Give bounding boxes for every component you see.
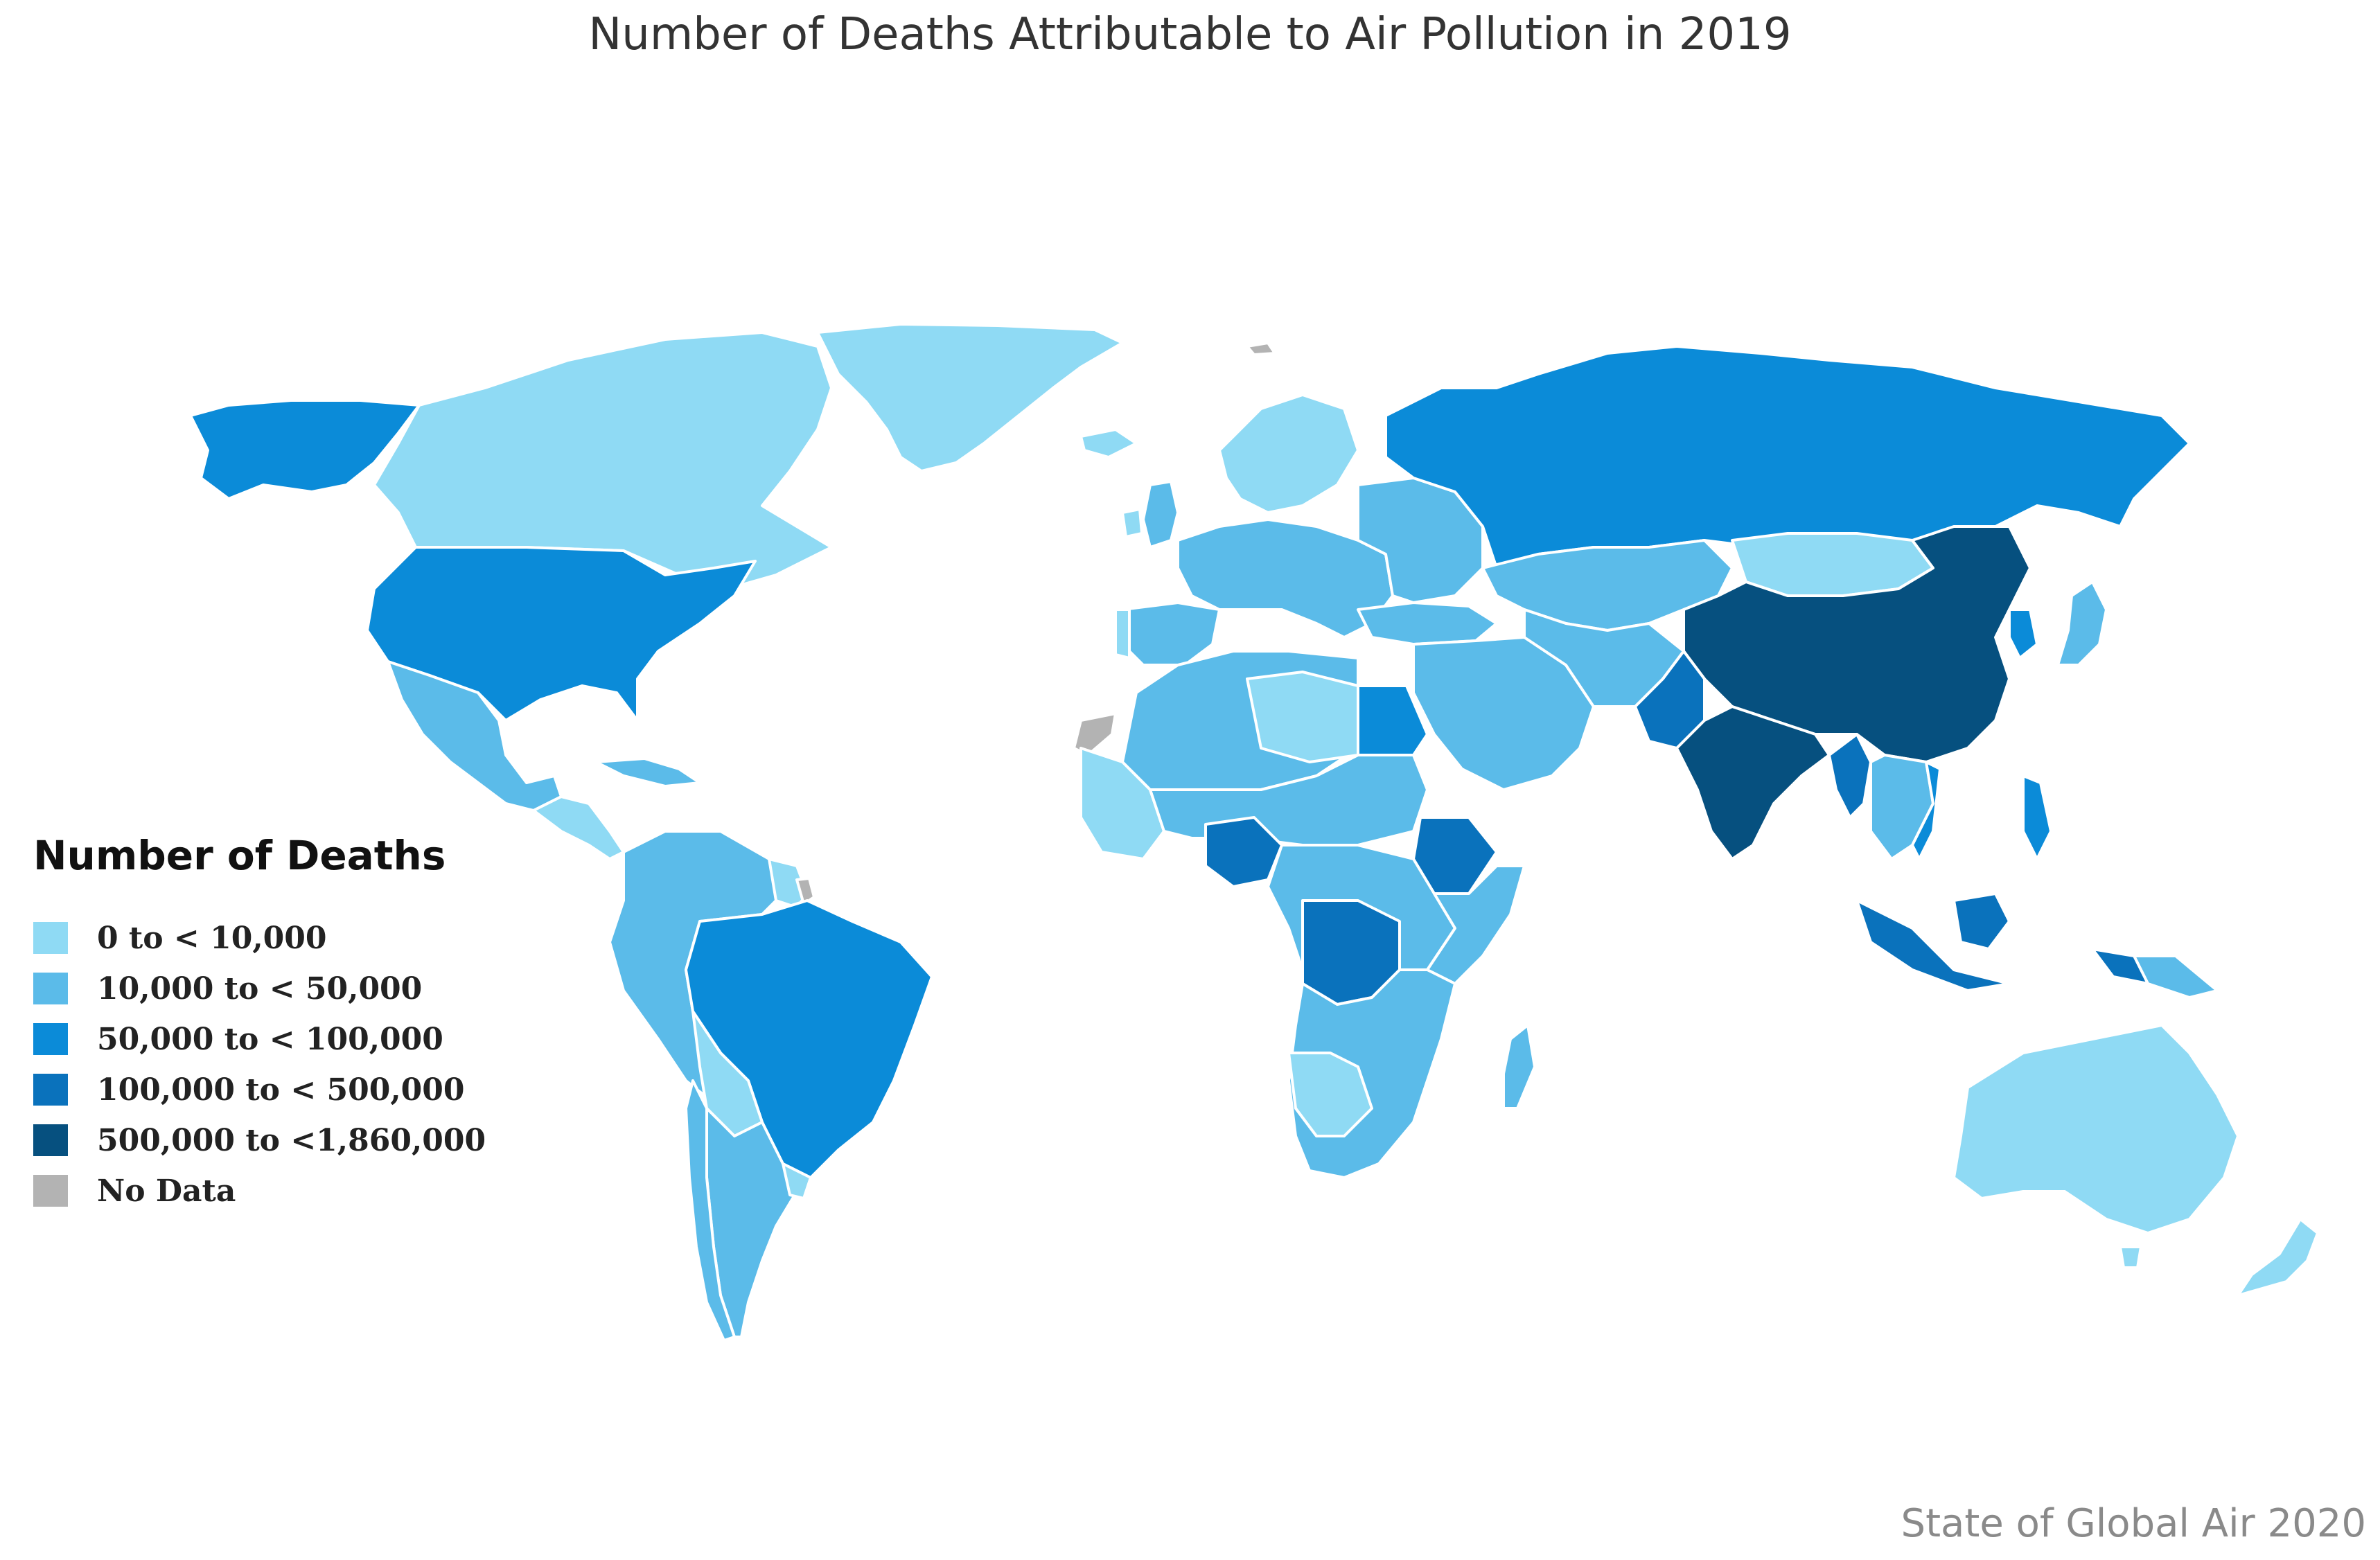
region-scandinavia: [1218, 393, 1359, 514]
legend-label: 500,000 to <1,860,000: [97, 1123, 486, 1158]
region-canada: [373, 331, 833, 590]
region-western-sahara: [1073, 712, 1117, 756]
region-western-europe: [1176, 518, 1394, 639]
region-vietnam: [1911, 761, 1941, 860]
legend-label: 100,000 to < 500,000: [97, 1072, 465, 1108]
region-nigeria: [1204, 816, 1283, 888]
region-australia: [1953, 1024, 2239, 1234]
legend-title: Number of Deaths: [33, 832, 446, 879]
legend-item: 0 to < 10,000: [33, 918, 560, 959]
legend-item: 50,000 to < 100,000: [33, 1019, 560, 1061]
region-ireland: [1121, 508, 1143, 538]
region-madagascar: [1502, 1024, 1536, 1110]
legend-item: No Data: [33, 1171, 560, 1212]
legend-swatch: [33, 973, 68, 1004]
region-portugal: [1114, 608, 1131, 659]
legend-swatch: [33, 1023, 68, 1055]
region-egypt: [1357, 684, 1429, 756]
source-credit: State of Global Air 2020: [1901, 1501, 2366, 1546]
map-legend: Number of Deaths 0 to < 10,000 10,000 to…: [33, 828, 560, 1243]
legend-label: No Data: [97, 1173, 236, 1209]
region-alaska: [189, 399, 421, 500]
region-east-africa: [1426, 865, 1526, 985]
region-no-data-svalbard: [1246, 342, 1276, 356]
region-caribbean: [594, 757, 701, 788]
legend-label: 10,000 to < 50,000: [97, 971, 423, 1007]
region-iceland: [1079, 428, 1138, 459]
legend-item: 500,000 to <1,860,000: [33, 1120, 560, 1162]
region-greenland: [816, 323, 1124, 472]
region-new-zealand: [2237, 1218, 2319, 1297]
region-indonesia: [1855, 899, 2011, 992]
region-tasmania: [2119, 1246, 2142, 1269]
region-uruguay: [782, 1162, 812, 1200]
region-japan: [2056, 580, 2108, 666]
region-uk: [1142, 480, 1179, 549]
legend-swatch: [33, 1175, 68, 1207]
legend-label: 0 to < 10,000: [97, 921, 327, 956]
legend-item: 100,000 to < 500,000: [33, 1070, 560, 1111]
region-pakistan: [1634, 650, 1706, 750]
region-chile: [685, 1079, 736, 1342]
region-borneo: [1953, 892, 2011, 950]
region-namibia-botswana: [1287, 1052, 1373, 1137]
region-india: [1675, 705, 1831, 860]
map-title: Number of Deaths Attributable to Air Pol…: [588, 9, 1792, 60]
legend-swatch: [33, 1124, 68, 1156]
region-myanmar: [1828, 733, 1872, 819]
region-west-africa: [1079, 747, 1165, 860]
region-philippines: [2022, 774, 2052, 860]
region-turkey: [1357, 601, 1498, 646]
legend-swatch: [33, 922, 68, 954]
region-west-papua: [2091, 948, 2149, 985]
legend-swatch: [33, 1074, 68, 1106]
region-libya: [1246, 671, 1359, 763]
legend-label: 50,000 to < 100,000: [97, 1022, 443, 1057]
region-iberia: [1121, 601, 1221, 666]
region-korea: [2008, 608, 2038, 659]
legend-item: 10,000 to < 50,000: [33, 968, 560, 1010]
region-no-data-guiana: [795, 877, 816, 905]
region-png: [2133, 955, 2219, 999]
region-middle-east: [1412, 636, 1595, 791]
